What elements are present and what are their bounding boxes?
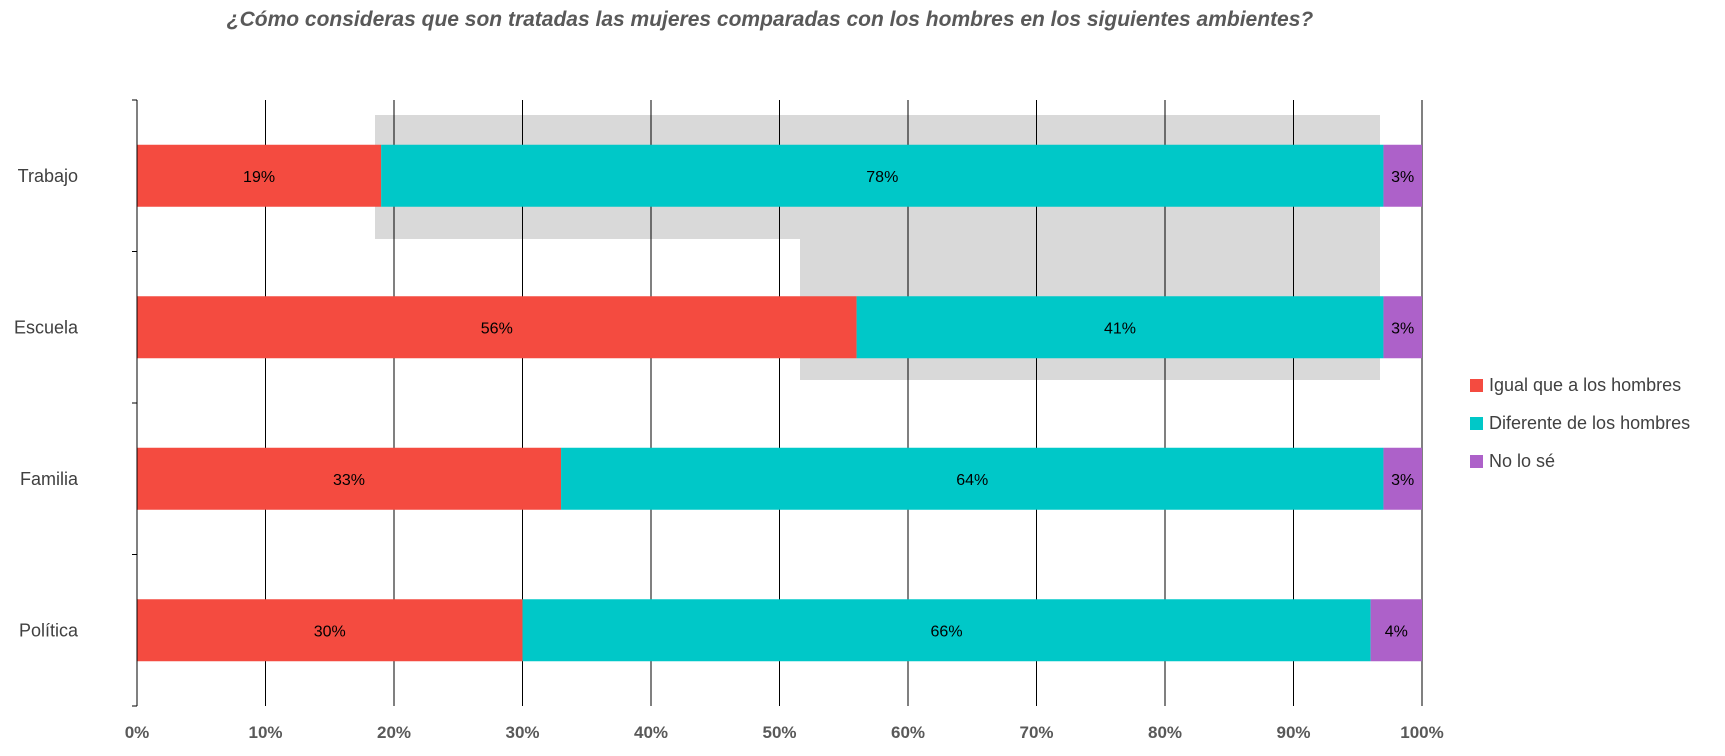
y-category-label: Política xyxy=(19,620,79,640)
bar-segment xyxy=(137,144,382,207)
data-label: 4% xyxy=(1385,623,1408,640)
bar-segment xyxy=(137,447,562,510)
data-label: 33% xyxy=(333,472,365,489)
y-category-label: Trabajo xyxy=(18,166,78,186)
legend-item: Diferente de los hombres xyxy=(1470,404,1690,442)
x-tick-label: 90% xyxy=(1276,723,1310,742)
bar-segment xyxy=(137,599,523,662)
x-tick-label: 100% xyxy=(1400,723,1443,742)
y-category-label: Familia xyxy=(20,469,79,489)
legend-swatch xyxy=(1470,378,1483,392)
bar-segment xyxy=(561,447,1384,510)
chart-title: ¿Cómo consideras que son tratadas las mu… xyxy=(226,8,1314,31)
bars: 19% 78% 3% 56% 41% 3% 33% 64% 3% 30% 66% 4% xyxy=(137,144,1422,662)
legend-item: Igual que a los hombres xyxy=(1470,366,1690,404)
x-tick-label: 50% xyxy=(762,723,796,742)
x-tick-label: 20% xyxy=(377,723,411,742)
x-tick-label: 70% xyxy=(1019,723,1053,742)
data-label: 66% xyxy=(931,623,963,640)
data-label: 3% xyxy=(1391,169,1414,186)
legend-item: No lo sé xyxy=(1470,442,1690,480)
bar-segment xyxy=(856,296,1384,359)
data-label: 3% xyxy=(1391,320,1414,337)
x-tick-label: 30% xyxy=(505,723,539,742)
legend: Igual que a los hombres Diferente de los … xyxy=(1470,366,1690,480)
bar-segment xyxy=(137,296,857,359)
bar-segment xyxy=(381,144,1384,207)
x-tick-label: 60% xyxy=(891,723,925,742)
x-tick-label: 80% xyxy=(1148,723,1182,742)
data-label: 19% xyxy=(243,169,275,186)
data-label: 3% xyxy=(1391,472,1414,489)
bar-segment xyxy=(1383,447,1422,510)
legend-label: Diferente de los hombres xyxy=(1489,412,1691,433)
bar-segment xyxy=(522,599,1371,662)
x-tick-label: 40% xyxy=(634,723,668,742)
x-tick-label: 0% xyxy=(125,723,150,742)
legend-swatch xyxy=(1470,416,1483,430)
x-tick-label: 10% xyxy=(248,723,282,742)
y-category-label: Escuela xyxy=(14,317,79,337)
legend-swatch xyxy=(1470,454,1483,468)
legend-label: Igual que a los hombres xyxy=(1489,374,1682,395)
data-label: 64% xyxy=(956,472,988,489)
data-label: 56% xyxy=(481,320,513,337)
data-label: 78% xyxy=(866,169,898,186)
bar-segment xyxy=(1370,599,1422,662)
data-label: 41% xyxy=(1104,320,1136,337)
axes: 0% 10% 20% 30% 40% 50% 60% 70% 80% 90% 100% Trabajo… xyxy=(14,99,1444,742)
bar-segment xyxy=(1383,144,1422,207)
data-label: 30% xyxy=(314,623,346,640)
legend-label: No lo sé xyxy=(1489,450,1556,471)
bar-segment xyxy=(1383,296,1422,359)
